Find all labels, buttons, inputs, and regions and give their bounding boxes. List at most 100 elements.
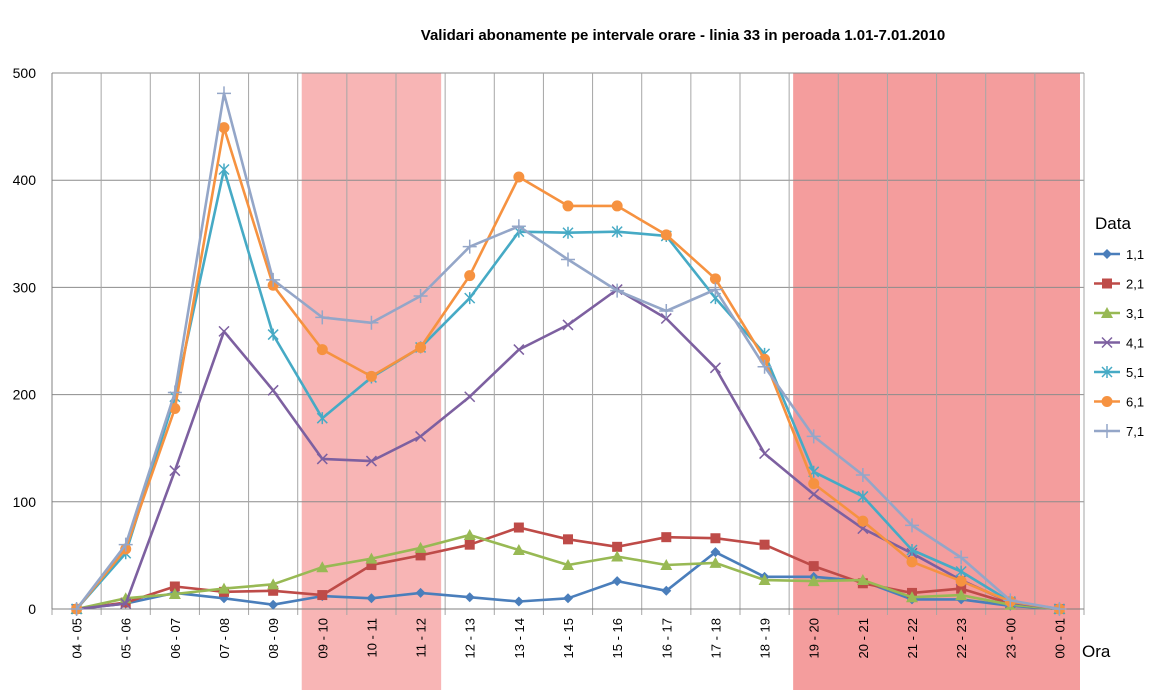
legend-label-2,1: 2,1 <box>1126 277 1144 292</box>
data-point-3,1-2 <box>168 587 181 599</box>
data-point-1,1-6 <box>366 593 377 604</box>
data-point-4,1-15 <box>808 488 820 500</box>
legend-label-4,1: 4,1 <box>1126 336 1144 351</box>
series-lines <box>69 86 1067 616</box>
data-point-7,1-19 <box>1003 593 1018 608</box>
data-point-4,1-9 <box>513 344 525 356</box>
data-point-3,1-3 <box>218 582 230 594</box>
series-3,1 <box>70 529 1066 614</box>
data-point-4,1-8 <box>464 391 476 403</box>
legend-marker-5,1 <box>1101 366 1113 378</box>
data-point-7,1-2 <box>167 385 182 400</box>
data-point-6,1-13 <box>709 273 721 285</box>
data-point-3,1-6 <box>365 552 378 564</box>
data-point-6,1-18 <box>955 575 967 587</box>
data-point-7,1-17 <box>905 518 919 533</box>
data-point-3,1-10 <box>562 559 574 571</box>
y-tick-label-2: 200 <box>13 387 37 403</box>
data-point-7,1-16 <box>855 468 870 482</box>
data-point-5,1-10 <box>562 226 574 239</box>
x-tick-label-5: 09 - 10 <box>315 618 330 658</box>
data-point-1,1-7 <box>415 587 426 598</box>
data-point-5,1-8 <box>464 292 476 305</box>
x-tick-label-17: 21 - 22 <box>905 618 920 658</box>
legend-marker-6,1 <box>1101 396 1113 407</box>
data-point-1,1-9 <box>513 596 524 607</box>
data-point-6,1-5 <box>316 344 328 356</box>
legend: Data 1,1 2,1 3,1 4,1 5,1 6,1 7,1 <box>1094 214 1144 439</box>
data-point-7,1-7 <box>413 288 428 303</box>
data-point-4,1-5 <box>316 453 328 465</box>
data-point-5,1-11 <box>611 225 623 238</box>
legend-marker-1,1 <box>1102 249 1112 259</box>
data-point-7,1-8 <box>462 239 477 254</box>
data-point-3,1-4 <box>267 578 280 590</box>
data-point-7,1-13 <box>708 282 723 297</box>
x-tick-label-8: 12 - 13 <box>463 618 478 658</box>
x-tick-label-9: 13 - 14 <box>512 618 527 658</box>
data-point-1,1-12 <box>661 585 672 596</box>
data-point-3,1-11 <box>611 550 624 562</box>
data-point-5,1-3 <box>218 163 230 176</box>
data-point-2,1-7 <box>415 550 426 561</box>
x-tick-label-3: 07 - 08 <box>217 618 232 658</box>
x-tick-labels: 04 - 05 05 - 06 06 - 07 07 - 08 08 - 09 09 - … <box>70 618 1068 658</box>
data-point-7,1-18 <box>954 550 969 565</box>
data-point-6,1-10 <box>562 200 574 212</box>
data-point-3,1-9 <box>512 544 525 556</box>
legend-marker-7,1 <box>1100 424 1114 438</box>
data-point-7,1-1 <box>118 537 133 552</box>
data-point-6,1-15 <box>808 478 820 490</box>
data-point-2,1-5 <box>317 590 328 601</box>
data-point-4,1-4 <box>267 384 279 396</box>
y-tick-label-0: 0 <box>28 601 36 617</box>
y-tick-label-5: 500 <box>13 65 37 81</box>
data-point-6,1-17 <box>906 556 918 568</box>
legend-marker-2,1 <box>1102 278 1112 289</box>
data-point-7,1-3 <box>217 86 231 101</box>
data-point-7,1-20 <box>1052 602 1067 616</box>
data-point-7,1-5 <box>315 310 330 325</box>
data-point-7,1-14 <box>757 359 772 374</box>
data-point-5,1-4 <box>267 328 279 341</box>
data-point-2,1-4 <box>268 585 279 596</box>
x-tick-label-13: 17 - 18 <box>708 618 723 658</box>
data-point-3,1-7 <box>414 541 427 553</box>
x-tick-label-1: 05 - 06 <box>119 618 134 658</box>
x-tick-label-10: 14 - 15 <box>561 618 576 658</box>
data-point-3,1-17 <box>906 591 918 603</box>
data-point-6,1-16 <box>857 515 869 527</box>
data-point-1,1-13 <box>710 547 721 558</box>
data-point-6,1-7 <box>415 341 427 353</box>
x-tick-label-18: 22 - 23 <box>954 618 969 658</box>
x-tick-label-7: 11 - 12 <box>414 618 429 658</box>
data-point-5,1-18 <box>955 565 967 578</box>
data-point-2,1-14 <box>759 539 770 550</box>
x-tick-label-2: 06 - 07 <box>168 618 183 658</box>
y-tick-labels: 0 100 200 300 400 500 <box>13 65 37 617</box>
x-tick-label-12: 16 - 17 <box>659 618 674 658</box>
chart-title: Validari abonamente pe intervale orare -… <box>421 27 945 44</box>
data-point-4,1-10 <box>562 319 574 331</box>
legend-label-3,1: 3,1 <box>1126 306 1144 321</box>
data-point-3,1-13 <box>709 556 722 568</box>
data-point-4,1-7 <box>415 430 427 442</box>
legend-marker-3,1 <box>1101 307 1113 318</box>
data-point-3,1-18 <box>955 589 968 601</box>
data-point-7,1-11 <box>610 283 625 298</box>
data-point-5,1-17 <box>906 544 918 557</box>
data-point-4,1-2 <box>169 465 181 477</box>
data-point-1,1-11 <box>612 576 623 587</box>
data-point-2,1-18 <box>956 583 967 594</box>
y-tick-label-1: 100 <box>13 494 37 510</box>
data-point-3,1-14 <box>758 574 771 586</box>
data-point-5,1-5 <box>316 412 328 425</box>
x-tick-label-14: 18 - 19 <box>758 618 773 658</box>
data-point-2,1-9 <box>513 522 524 533</box>
data-point-6,1-6 <box>365 370 377 382</box>
x-tick-label-6: 10 - 11 <box>364 618 379 658</box>
data-point-6,1-12 <box>660 229 672 241</box>
data-point-3,1-12 <box>660 559 673 571</box>
legend-label-6,1: 6,1 <box>1126 395 1144 410</box>
data-point-3,1-8 <box>463 529 476 541</box>
